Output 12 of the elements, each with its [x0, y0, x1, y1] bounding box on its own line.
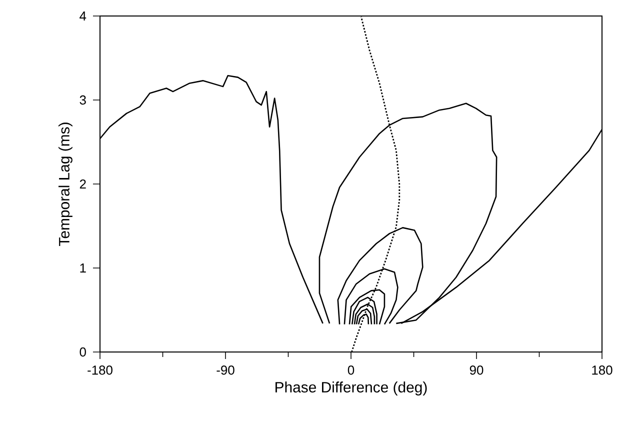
- y-tick-label: 4: [80, 12, 86, 20]
- y-tick-label: 2: [80, 179, 86, 189]
- y-axis-title: Temporal Lag (ms): [58, 122, 72, 246]
- x-axis-title: Phase Difference (deg): [276, 382, 427, 396]
- x-tick-label: 90: [470, 366, 484, 375]
- x-tick-label: -90: [216, 366, 234, 375]
- x-tick-label: 180: [592, 366, 612, 375]
- x-tick-label: 0: [348, 366, 354, 375]
- x-tick-label: -180: [88, 366, 112, 375]
- y-tick-label: 3: [80, 95, 86, 105]
- y-tick-label: 1: [80, 264, 86, 272]
- y-tick-label: 0: [80, 347, 86, 357]
